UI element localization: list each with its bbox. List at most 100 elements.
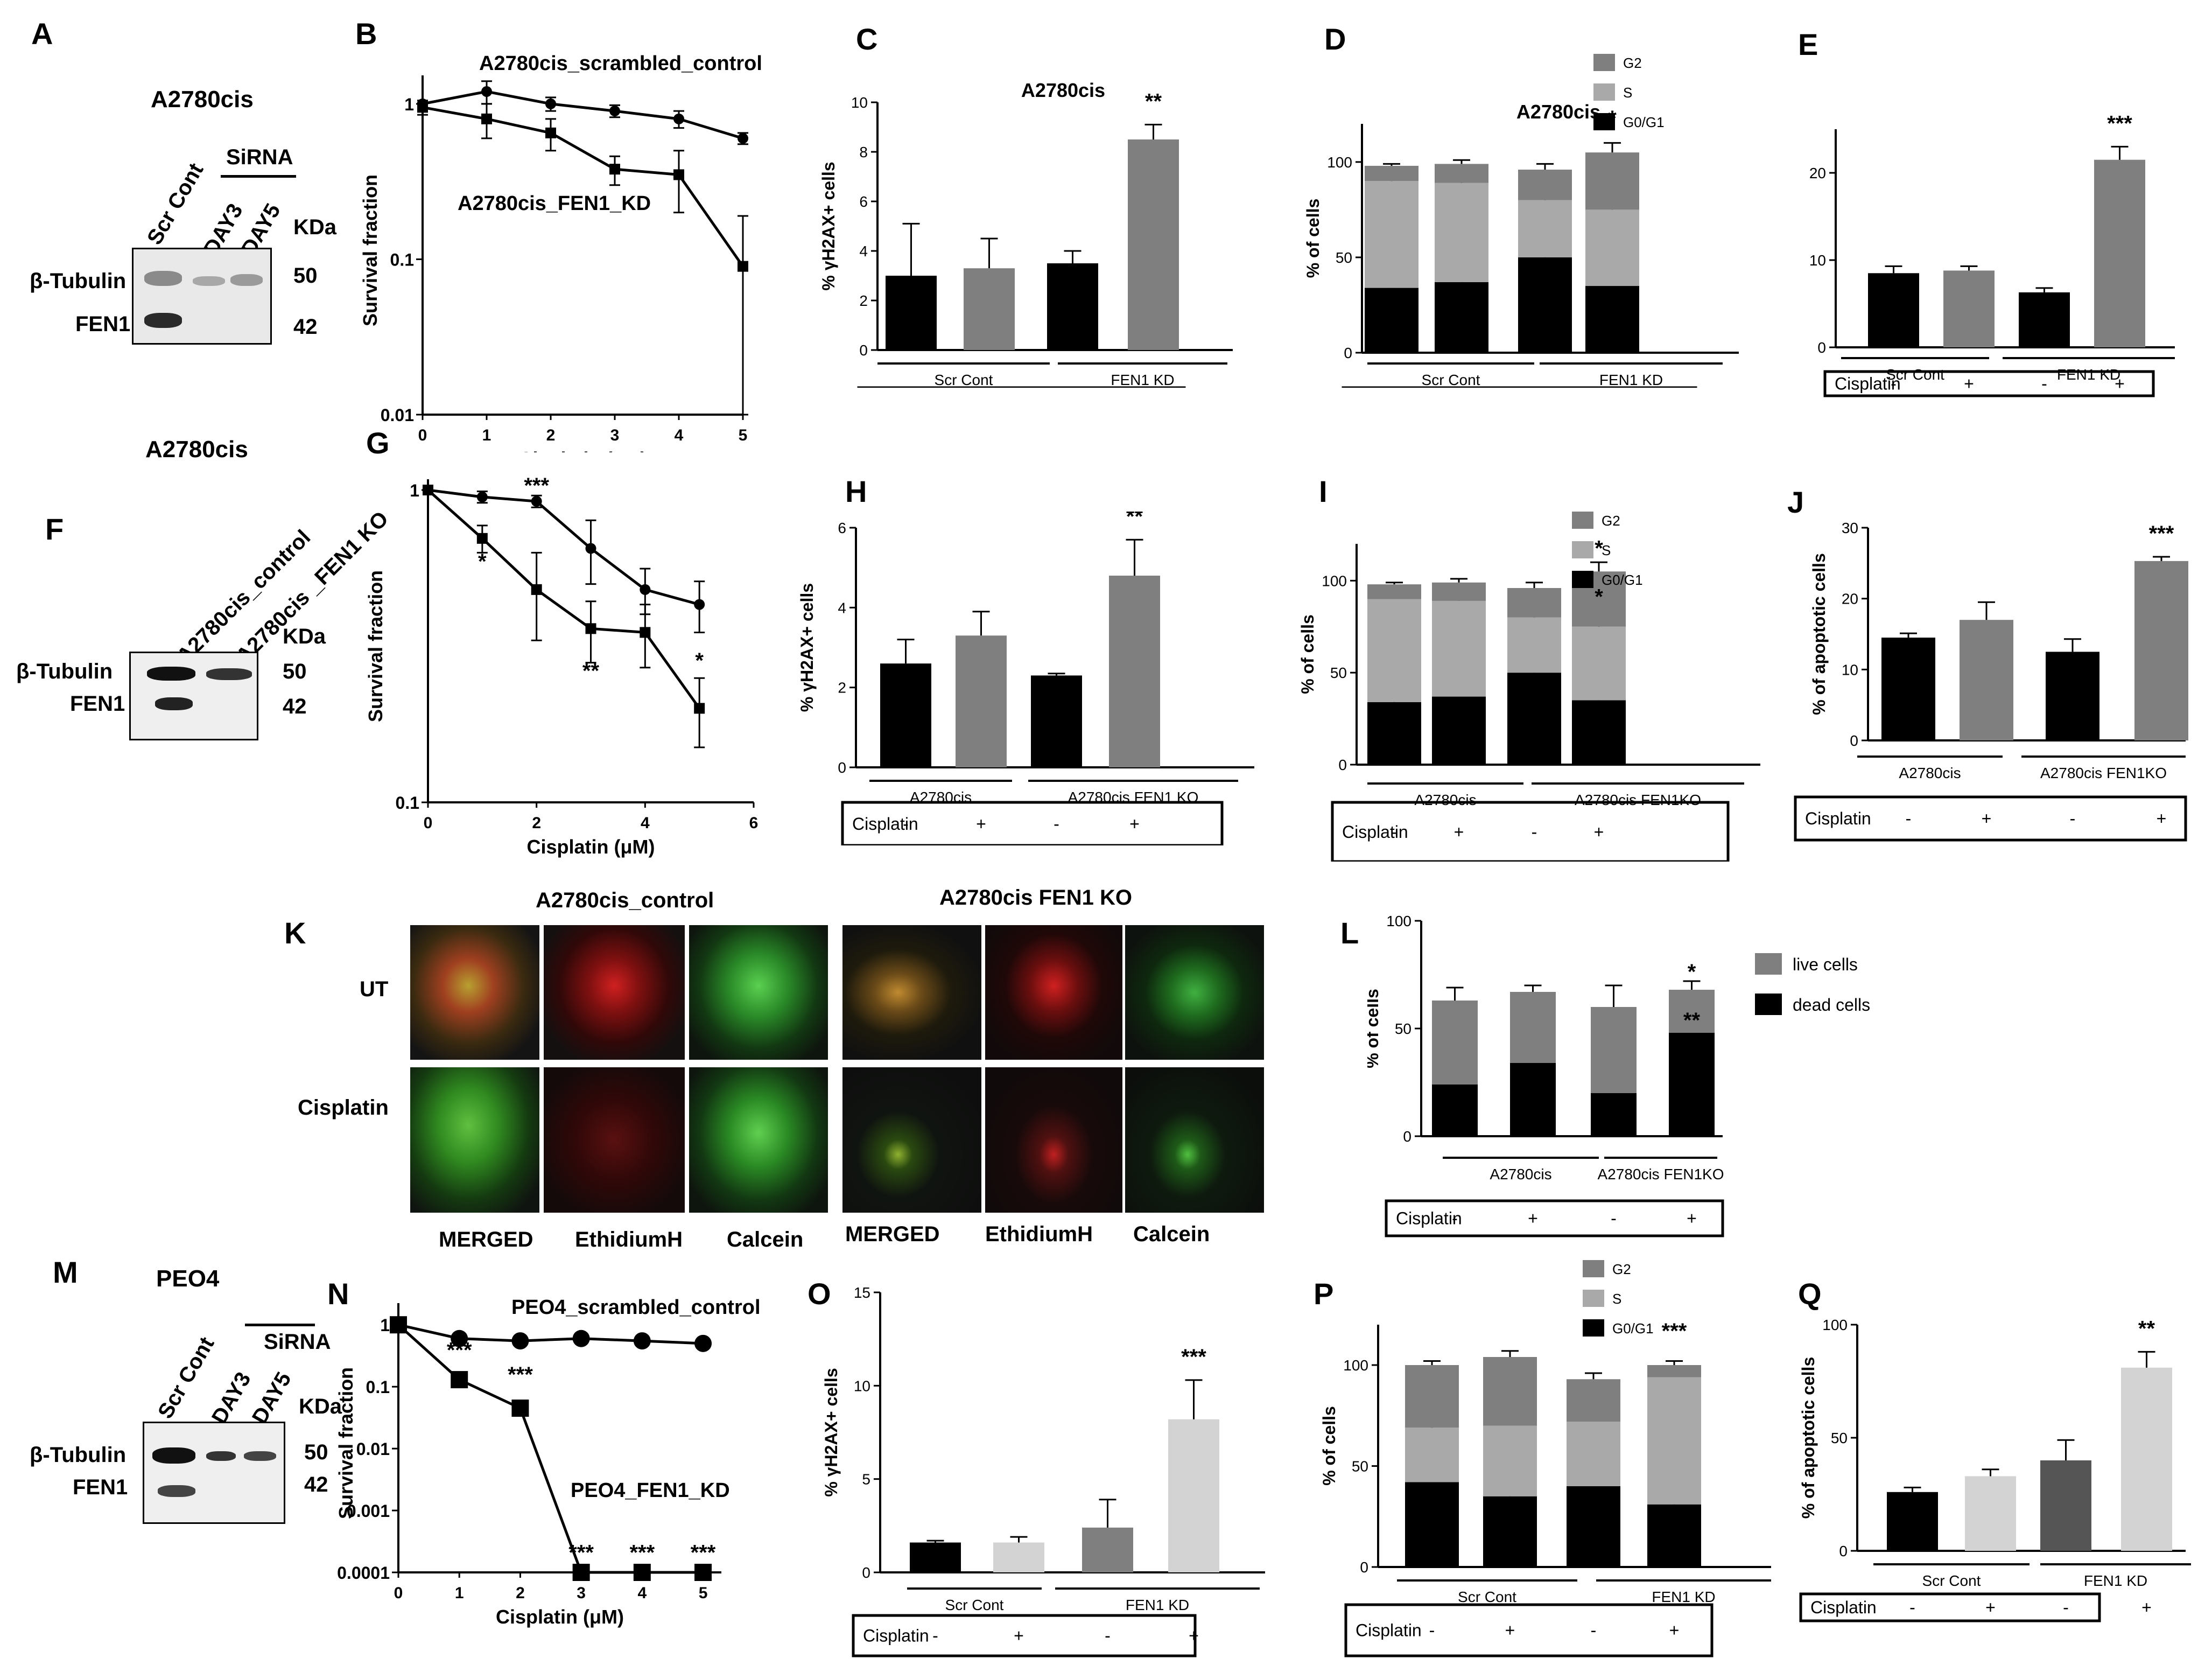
y-tick-label: 0.1: [390, 250, 414, 269]
group-label: FEN1 KD: [1599, 372, 1663, 388]
x-tick-label: 4: [641, 814, 650, 832]
bar: [1960, 620, 2013, 740]
group-label: A2780cis FEN1KO: [1598, 1166, 1724, 1183]
y-tick-label: 50: [1330, 664, 1347, 681]
blot-a-band: [230, 274, 263, 286]
treatment-sign: -: [1906, 809, 1912, 828]
series-line: [398, 1323, 704, 1345]
blot-m-protein-1: β-Tubulin: [30, 1443, 127, 1467]
y-tick-label: 0.0001: [337, 1563, 390, 1583]
blot-a-title: A2780cis: [151, 86, 254, 113]
panel-letter-q: Q: [1798, 1277, 1822, 1311]
legend-swatch: [1593, 113, 1615, 130]
bar-segment: [1647, 1504, 1701, 1567]
x-tick-label: 0: [394, 1584, 403, 1602]
bar-segment: [1483, 1425, 1537, 1496]
blot-a-size-1: 50: [293, 264, 318, 288]
bar-segment: [1585, 286, 1639, 353]
panel-letter-c: C: [856, 22, 878, 56]
treatment-sign: +: [1669, 1621, 1680, 1640]
treatment-sign: -: [1392, 822, 1398, 842]
x-axis-title: Cisplatin (μM): [518, 448, 647, 452]
treatment-sign: +: [1964, 374, 1974, 394]
panel-k-title-2: A2780cis FEN1 KO: [939, 886, 1132, 910]
data-point: [585, 543, 596, 554]
bar-segment: [1567, 1379, 1620, 1422]
significance-label: ***: [691, 1541, 716, 1565]
micro-col-label: MERGED: [439, 1228, 533, 1251]
y-tick-label: 0: [1403, 1128, 1412, 1145]
significance-label: **: [1683, 1009, 1701, 1032]
cisplatin-box: [1331, 801, 1730, 862]
significance-label: **: [2138, 1317, 2155, 1340]
blot-m-band: [244, 1451, 276, 1461]
y-tick-label: 6: [838, 520, 846, 536]
y-tick-label: 20: [1809, 165, 1826, 181]
blot-f-band: [206, 668, 252, 680]
significance-label: ***: [524, 474, 549, 498]
y-tick-label: 15: [854, 1287, 870, 1301]
group-label: A2780cis: [1490, 1166, 1551, 1183]
data-point: [609, 164, 620, 175]
y-tick-label: 100: [1822, 1317, 1848, 1333]
data-point: [673, 169, 684, 180]
series-line: [427, 489, 701, 709]
panel-letter-p: P: [1314, 1277, 1334, 1311]
bar-segment: [1432, 1085, 1478, 1136]
blot-a-band: [193, 276, 225, 286]
bar: [1965, 1476, 2016, 1551]
data-point: [545, 127, 556, 138]
x-tick-label: 6: [749, 814, 759, 832]
bar-segment: [1405, 1482, 1459, 1567]
y-tick-label: 50: [1352, 1458, 1368, 1475]
data-point: [640, 584, 651, 595]
blot-m-lane-1: Scr Cont: [153, 1333, 219, 1423]
cisplatin-label: Cisplatin: [1810, 1598, 1877, 1617]
data-point: [545, 98, 556, 109]
cisplatin-box: [852, 1614, 1197, 1657]
y-tick-label: 5: [862, 1471, 870, 1488]
x-tick-label: 3: [610, 426, 620, 444]
data-point: [738, 132, 748, 144]
series-label: PEO4_FEN1_KD: [571, 1479, 730, 1502]
treatment-sign: -: [903, 814, 909, 834]
blot-a-membrane: [132, 248, 272, 345]
micro-control-cis-merged: [410, 1067, 539, 1213]
panel-letter-m: M: [53, 1255, 78, 1289]
y-axis-title: % of cells: [1303, 199, 1323, 278]
bar: [880, 663, 931, 767]
panel-letter-e: E: [1798, 27, 1818, 61]
treatment-sign: -: [932, 1626, 938, 1646]
panel-letter-f: F: [45, 512, 64, 546]
group-label: FEN1 KD: [2057, 366, 2120, 383]
blot-a-size-2: 42: [293, 315, 318, 339]
bar: [964, 268, 1015, 350]
cisplatin-label: Cisplatin: [863, 1626, 929, 1646]
chart-d-cell-cycle: 0 50 100 % of cells A2780cis G2 S G0/G1 * Scr Con…: [1303, 54, 1739, 388]
y-tick-label: 0: [1839, 1543, 1848, 1559]
x-tick-label: 3: [577, 1584, 586, 1602]
y-tick-label: 100: [1386, 913, 1412, 929]
legend-swatch: [1572, 571, 1593, 588]
significance-label: ***: [629, 1541, 655, 1565]
significance-label: ***: [568, 1541, 594, 1565]
panel-letter-g: G: [366, 426, 390, 460]
treatment-sign: -: [1429, 1621, 1435, 1640]
bar-segment: [1435, 164, 1488, 183]
y-tick-label: 100: [1343, 1357, 1368, 1374]
y-tick-label: 0: [1850, 732, 1858, 749]
chart-title: A2780cis: [1516, 101, 1600, 123]
legend-label: G2: [1623, 55, 1642, 71]
y-tick-label: 0: [859, 342, 868, 359]
panel-letter-k: K: [284, 916, 306, 950]
bar: [1881, 638, 1935, 740]
bar-segment: [1483, 1357, 1537, 1426]
significance-label: *: [1595, 536, 1603, 560]
x-tick-label: 4: [637, 1584, 647, 1602]
series-label: PEO4_scrambled_control: [511, 1296, 761, 1319]
cisplatin-box: [1344, 1603, 1714, 1657]
significance-label: *: [478, 550, 487, 573]
bar: [993, 1542, 1044, 1572]
